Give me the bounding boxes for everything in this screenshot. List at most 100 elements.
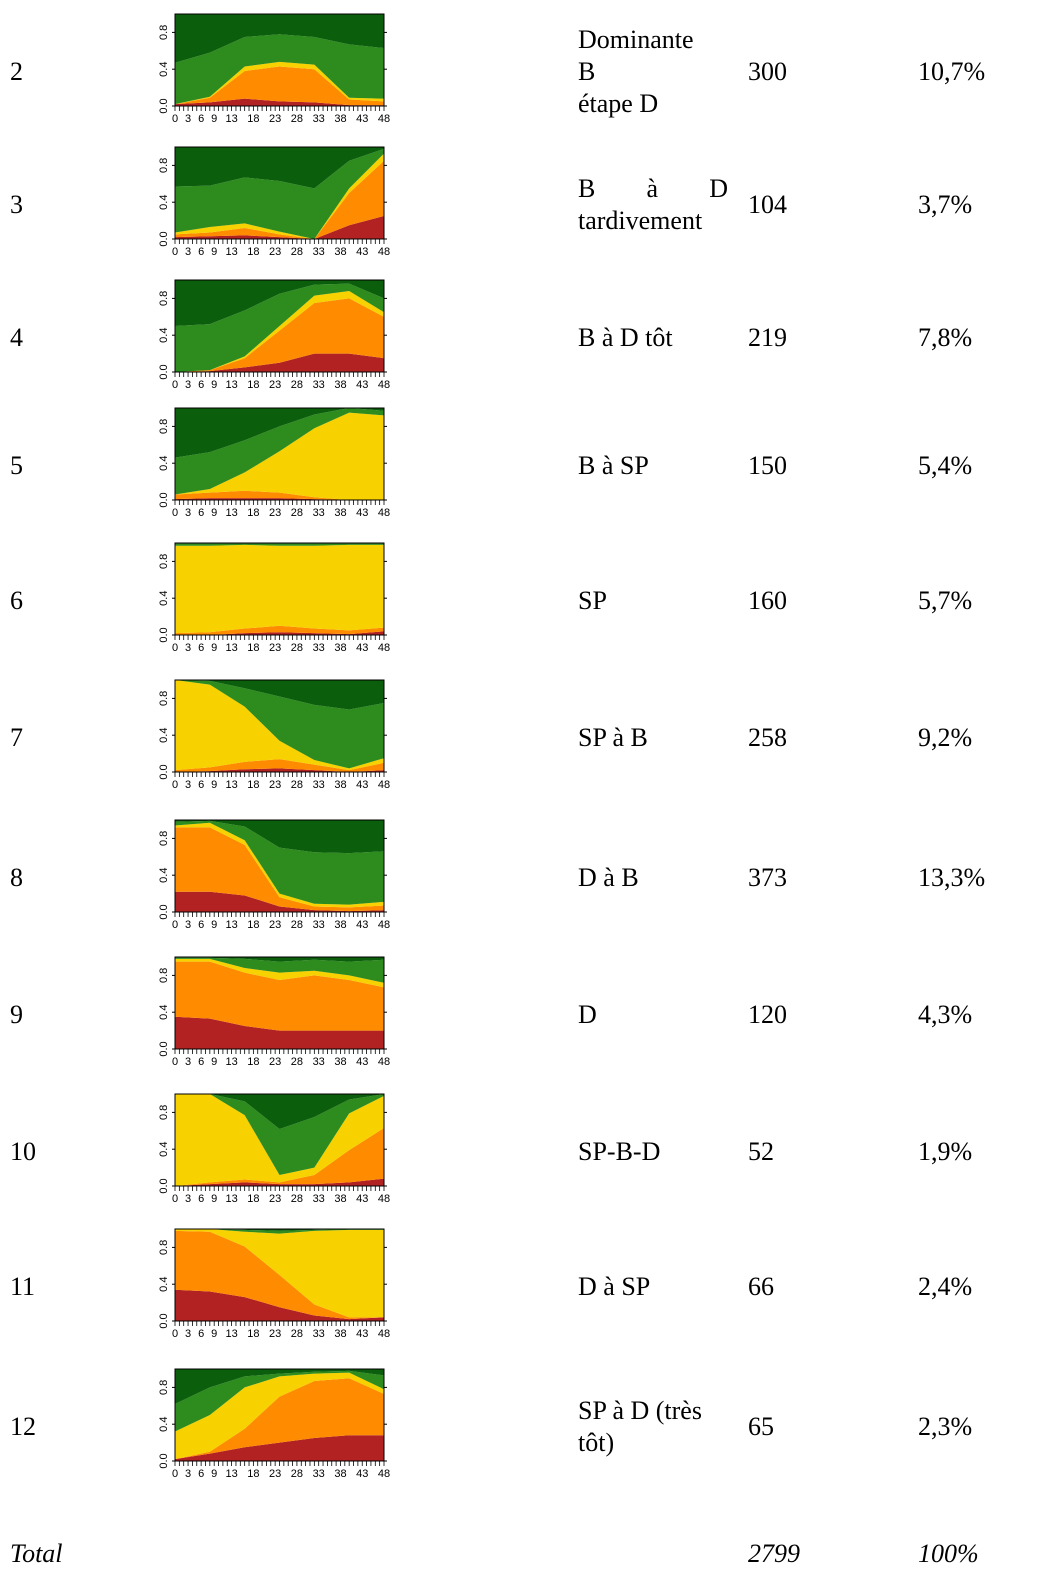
y-tick-label: 0.8 (158, 968, 170, 983)
cluster-row: 6 SP 160 5,7% 0.0 0.4 0.8 0 3 6 9 13 18 23 28 33 38 43 48 (0, 541, 1059, 661)
cluster-count: 258 (748, 723, 787, 752)
x-tick-label: 9 (211, 779, 217, 791)
cluster-row: 4 B à D tôt 219 7,8% 0.0 0.4 0.8 0 3 6 9 13 18 23 28 33… (0, 278, 1059, 398)
cluster-percentage: 3,7% (918, 190, 973, 219)
y-tick-label: 0.8 (158, 1380, 170, 1395)
x-tick-label: 33 (313, 1193, 325, 1205)
x-tick-label: 43 (356, 379, 368, 391)
area-band (175, 1372, 384, 1460)
y-tick-label: 0.0 (158, 1453, 170, 1468)
x-tick-label: 23 (269, 919, 281, 931)
y-tick-label: 0.0 (158, 904, 170, 919)
y-tick-label: 0.0 (158, 627, 170, 642)
x-tick-label: 3 (185, 1193, 191, 1205)
state-distribution-chart: 0.0 0.4 0.8 0 3 6 9 13 18 23 28 33 38 43 48 (140, 6, 396, 138)
y-tick-label: 0.4 (158, 62, 170, 77)
cluster-label-line: SP à D (très (578, 1396, 702, 1425)
y-tick-label: 0.8 (158, 831, 170, 846)
x-tick-label: 18 (247, 1328, 259, 1340)
cluster-row: 8 D à B 373 13,3% 0.0 0.4 0.8 0 3 6 9 13 18 23 28 33 38 4… (0, 818, 1059, 938)
area-band (175, 543, 384, 546)
cluster-percentage: 13,3% (918, 863, 986, 892)
cluster-label-line: étape D (578, 89, 659, 118)
y-tick-label: 0.8 (158, 158, 170, 173)
x-tick-label: 48 (378, 507, 390, 519)
x-tick-label: 0 (172, 1056, 178, 1068)
x-tick-label: 38 (334, 1328, 346, 1340)
x-tick-label: 48 (378, 642, 390, 654)
x-tick-label: 0 (172, 113, 178, 125)
y-tick-label: 0.4 (158, 1142, 170, 1157)
x-tick-label: 38 (334, 246, 346, 258)
cluster-label: SP à B (578, 722, 728, 754)
area-band (175, 14, 384, 63)
cluster-count: 219 (748, 323, 787, 352)
cluster-label-line: B à D tôt (578, 323, 673, 352)
x-tick-label: 28 (291, 1328, 303, 1340)
x-tick-label: 6 (198, 1328, 204, 1340)
cluster-number: 2 (10, 57, 23, 86)
y-tick-label: 0.8 (158, 554, 170, 569)
x-tick-label: 3 (185, 642, 191, 654)
cluster-label-word: B (578, 174, 596, 203)
cluster-percentage: 10,7% (918, 57, 986, 86)
cluster-count: 150 (748, 451, 787, 480)
area-band (175, 680, 384, 771)
cluster-row: 10 SP-B-D 52 1,9% 0.0 0.4 0.8 0 3 6 9 13 18 23 28 33 38 4… (0, 1092, 1059, 1212)
x-tick-label: 33 (313, 1468, 325, 1480)
x-tick-label: 13 (225, 246, 237, 258)
chart-svg: 0.0 0.4 0.8 0 3 6 9 13 18 23 28 33 38 43 48 (158, 956, 390, 1068)
x-tick-label: 33 (313, 919, 325, 931)
cluster-label: SP-B-D (578, 1136, 728, 1168)
y-tick-label: 0.8 (158, 419, 170, 434)
x-tick-label: 18 (247, 507, 259, 519)
area-band (175, 1435, 384, 1461)
chart-svg: 0.0 0.4 0.8 0 3 6 9 13 18 23 28 33 38 43 48 (158, 13, 390, 125)
x-tick-label: 23 (269, 642, 281, 654)
x-tick-label: 48 (378, 1193, 390, 1205)
area-band (175, 1229, 384, 1234)
area-band (175, 544, 384, 634)
cluster-percentage: 9,2% (918, 723, 973, 752)
x-tick-label: 28 (291, 642, 303, 654)
cluster-label: D (578, 999, 728, 1031)
cluster-label: SP (578, 585, 728, 617)
x-tick-label: 33 (313, 113, 325, 125)
cluster-count: 65 (748, 1412, 774, 1441)
x-tick-label: 48 (378, 919, 390, 931)
x-tick-label: 33 (313, 1328, 325, 1340)
area-band (175, 408, 384, 495)
x-tick-label: 18 (247, 779, 259, 791)
x-tick-label: 28 (291, 379, 303, 391)
cluster-count: 373 (748, 863, 787, 892)
y-tick-label: 0.0 (158, 764, 170, 779)
x-tick-label: 9 (211, 246, 217, 258)
area-band (175, 625, 384, 635)
x-tick-label: 9 (211, 919, 217, 931)
x-tick-label: 3 (185, 113, 191, 125)
x-tick-label: 33 (313, 246, 325, 258)
y-tick-label: 0.8 (158, 691, 170, 706)
area-band (175, 1370, 384, 1432)
area-band (175, 153, 384, 239)
area-band (175, 891, 384, 912)
area-band (175, 160, 384, 239)
y-tick-label: 0.0 (158, 1041, 170, 1056)
y-tick-label: 0.4 (158, 195, 170, 210)
y-tick-label: 0.0 (158, 231, 170, 246)
x-tick-label: 13 (225, 779, 237, 791)
state-distribution-chart: 0.0 0.4 0.8 0 3 6 9 13 18 23 28 33 38 43 48 (140, 672, 396, 804)
x-tick-label: 48 (378, 113, 390, 125)
x-tick-label: 3 (185, 779, 191, 791)
cluster-percentage: 5,7% (918, 586, 973, 615)
chart-svg: 0.0 0.4 0.8 0 3 6 9 13 18 23 28 33 38 43 48 (158, 679, 390, 791)
total-label: Total (10, 1539, 63, 1568)
area-band (175, 1369, 384, 1404)
chart-svg: 0.0 0.4 0.8 0 3 6 9 13 18 23 28 33 38 43 48 (158, 407, 390, 519)
cluster-count: 52 (748, 1137, 774, 1166)
x-tick-label: 43 (356, 1468, 368, 1480)
x-tick-label: 6 (198, 919, 204, 931)
x-tick-label: 9 (211, 642, 217, 654)
cluster-label-word: D (709, 174, 728, 203)
